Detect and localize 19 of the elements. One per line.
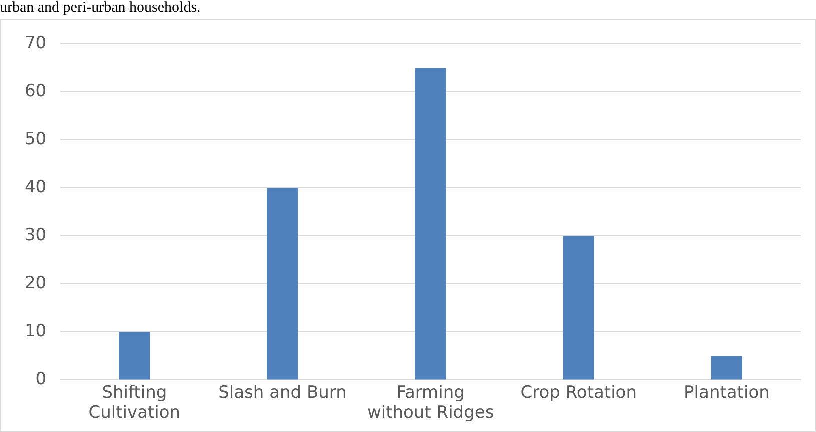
x-tick-label: Slash and Burn — [218, 382, 347, 403]
y-tick-label: 20 — [24, 274, 47, 294]
y-tick-label: 0 — [36, 370, 47, 390]
x-tick-label: Farming without Ridges — [367, 382, 494, 424]
x-tick-label: Plantation — [684, 382, 770, 403]
y-tick-label: 60 — [24, 82, 47, 102]
bar — [711, 356, 743, 380]
bar — [267, 188, 298, 380]
y-tick-label: 40 — [24, 178, 47, 198]
x-tick-label: Crop Rotation — [520, 382, 637, 403]
y-tick-label: 50 — [24, 130, 47, 150]
y-tick-label: 70 — [24, 34, 47, 54]
bar — [119, 332, 150, 380]
y-tick-label: 30 — [24, 226, 47, 246]
text: urban and peri-urban households. — [0, 0, 201, 17]
x-tick-label: Shifting Cultivation — [88, 382, 181, 424]
bar — [563, 236, 594, 380]
bar — [415, 68, 446, 380]
y-tick-label: 10 — [24, 322, 47, 342]
